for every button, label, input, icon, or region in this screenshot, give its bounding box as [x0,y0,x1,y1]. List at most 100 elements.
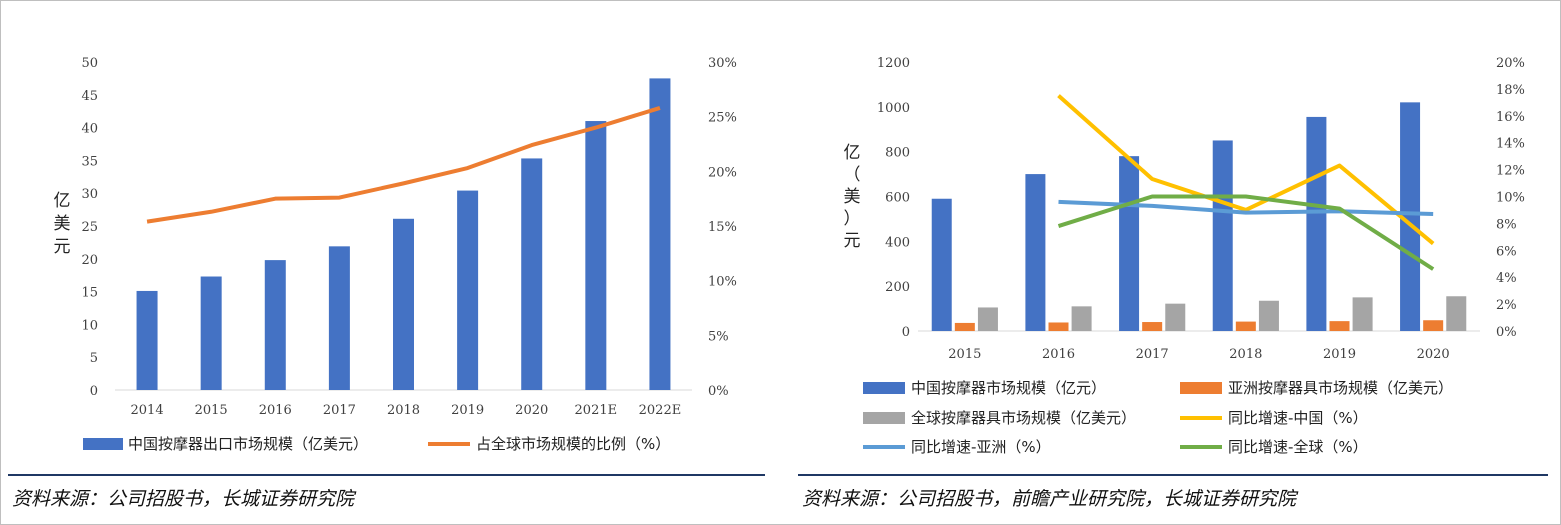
global-market-bar [1352,297,1373,331]
global-market-bar [1446,296,1467,331]
y2-tick-label: 14% [1496,137,1525,152]
y-tick-label: 30 [81,187,98,202]
legend-asia-market-swatch [1180,382,1222,394]
y2-tick-label: 2% [1496,298,1517,313]
x-tick-label: 2019 [1323,347,1356,362]
y2-tick-label: 15% [708,220,737,235]
y2-tick-label: 16% [1496,110,1525,125]
x-tick-label: 2020 [1417,347,1450,362]
y2-tick-label: 4% [1496,271,1517,286]
y-axis-label-char: 亿 [844,143,861,163]
y-tick-label: 400 [885,235,910,250]
legend-label-line: 占全球市场规模的比例（%） [476,435,670,453]
bar [200,276,222,390]
china-market-bar [1212,140,1233,331]
asia-market-bar [1423,320,1444,331]
y-tick-label: 45 [81,89,98,104]
global-growth-line [1057,194,1435,271]
bar [585,121,607,390]
global-market-bar [977,307,998,331]
china-market-bar [1306,116,1327,331]
y-tick-label: 1000 [877,101,910,116]
asia-market-bar [1048,322,1069,331]
legend-asia-growth-label: 同比增速-亚洲（%） [911,438,1051,456]
y-axis-label-char: 美 [54,214,71,234]
legend-asia-market-label: 亚洲按摩器具市场规模（亿美元） [1228,379,1453,397]
y-tick-label: 15 [81,286,98,301]
y-tick-label: 40 [81,122,98,137]
china-market-bar [1119,156,1140,331]
left-chart-panel: 0 5 10 15 20 25 30 35 40 45 50 0% 5% 10% 15% 20% 25% 30% 亿… [0,0,780,525]
y2-tick-label: 20% [1496,56,1525,71]
y-axis-label-char: ） [844,209,861,229]
bar [649,78,671,391]
y-tick-label: 0 [90,384,98,399]
x-tick-label: 2022E [639,403,682,418]
y-tick-label: 200 [885,280,910,295]
y-tick-label: 35 [81,154,98,169]
legend-china-growth-label: 同比增速-中国（%） [1228,409,1368,427]
x-tick-label: 2018 [1229,347,1262,362]
legend-label-bar: 中国按摩器出口市场规模（亿美元） [128,435,368,453]
y2-tick-label: 0% [708,384,729,399]
y-axis-label-char: 元 [844,231,861,251]
y2-tick-label: 20% [708,165,737,180]
x-tick-label: 2015 [195,403,228,418]
x-tick-label: 2021E [575,403,618,418]
global-market-bar [1165,303,1186,331]
y2-tick-label: 8% [1496,217,1517,232]
legend-china-market-swatch [863,382,905,394]
left-source-divider [8,474,765,476]
y-tick-label: 50 [81,56,98,71]
share-line [146,106,661,224]
y-tick-label: 25 [81,220,98,235]
bar [264,260,286,390]
right-chart: 0 200 400 600 800 1000 1200 0% 2% 4% 6% 8% 10% 12% 14%… [844,56,1525,456]
asia-market-bar [1235,321,1256,331]
legend-swatch-bar [83,438,123,450]
y-axis-label-char: 亿 [54,191,71,211]
asia-market-bar [954,322,975,331]
y-tick-label: 5 [90,351,98,366]
china-market-bar [1025,174,1046,331]
y-tick-label: 800 [885,146,910,161]
bar [393,218,414,390]
right-source-divider [798,474,1548,476]
y2-tick-label: 10% [1496,191,1525,206]
y2-tick-label: 5% [708,329,729,344]
china-growth-line [1057,94,1435,246]
left-chart: 0 5 10 15 20 25 30 35 40 45 50 0% 5% 10% 15% 20% 25% 30% 亿… [54,56,737,453]
legend-global-market-label: 全球按摩器具市场规模（亿美元） [911,409,1136,427]
right-chart-panel: 0 200 400 600 800 1000 1200 0% 2% 4% 6% 8% 10% 12% 14%… [790,0,1561,525]
x-tick-label: 2017 [1136,347,1169,362]
y2-tick-label: 25% [708,111,737,126]
y2-tick-label: 12% [1496,164,1525,179]
x-tick-label: 2014 [131,403,164,418]
y-tick-label: 1200 [877,56,910,71]
x-tick-label: 2020 [515,403,548,418]
y2-tick-label: 0% [1496,325,1517,340]
china-market-bar [931,198,952,331]
y-tick-label: 10 [81,318,98,333]
x-tick-label: 2018 [387,403,420,418]
asia-market-bar [1329,321,1350,331]
bar [136,290,158,390]
global-market-bar [1258,300,1279,331]
right-source-text: 资料来源：公司招股书，前瞻产业研究院，长城证券研究院 [802,488,1297,510]
bar [521,158,543,390]
global-market-bar [1071,306,1092,331]
y-axis-label-char: 美 [844,187,861,207]
y-tick-label: 0 [902,325,910,340]
y2-tick-label: 18% [1496,83,1525,98]
left-source-text: 资料来源：公司招股书，长城证券研究院 [12,488,355,510]
legend-global-market-swatch [863,412,905,424]
y-axis-label-char: （ [844,165,861,185]
bar [457,190,479,390]
x-tick-label: 2017 [323,403,356,418]
bar [328,246,350,390]
y2-tick-label: 10% [708,275,737,290]
y-axis-label-char: 元 [54,237,71,257]
y2-tick-label: 30% [708,56,737,71]
y-tick-label: 600 [885,191,910,206]
x-tick-label: 2015 [948,347,981,362]
